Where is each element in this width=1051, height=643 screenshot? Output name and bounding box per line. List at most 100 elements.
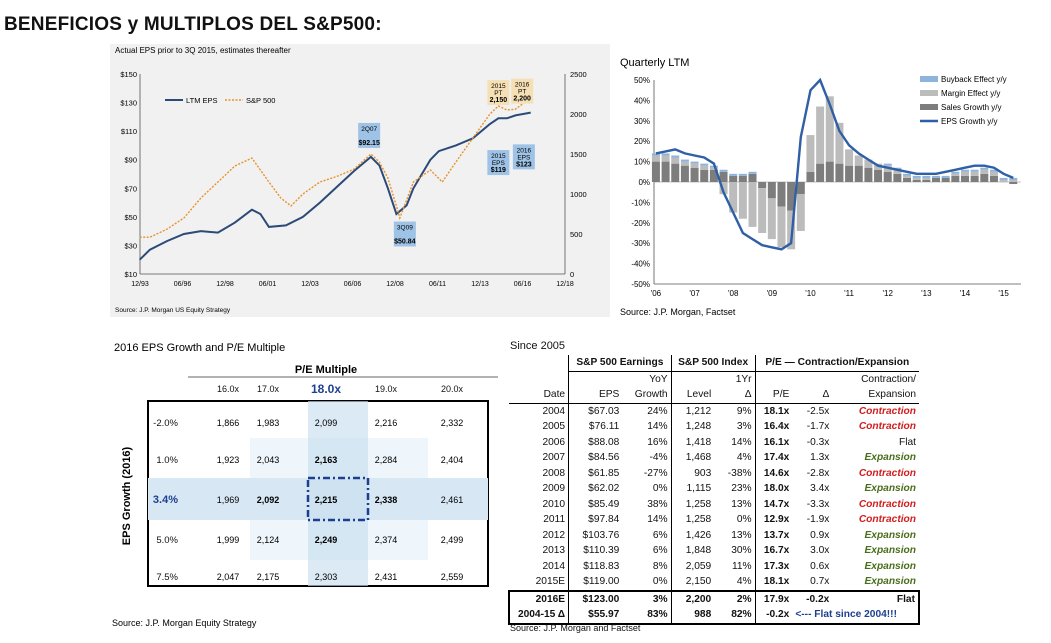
table-cell: 38% [647,498,668,510]
table-cell: 1,969 [217,495,240,505]
table-cell: 0.9x [810,529,830,541]
table-cell: 1,983 [257,418,280,428]
sales-bar [806,171,815,182]
column-header: Contraction/ [861,373,916,385]
sales-bar [951,175,960,182]
table-cell: 1,426 [670,527,715,543]
annotation-value: 2,150 [490,97,508,104]
buyback-bar [671,155,680,158]
sales-bar [864,167,873,182]
y-tick-label-left: $70 [124,184,137,193]
table-cell: $103.76 [568,527,623,543]
row-axis-label: EPS Growth (2016) [121,446,133,545]
table-cell: $84.56 [568,450,623,466]
column-header: 16.0x [217,384,240,394]
table-cell: 1,848 [670,543,715,559]
table-cell: -0.2x [806,593,830,605]
margin-bar [1009,179,1018,182]
annotation-box [393,221,416,247]
margin-bar [758,188,767,233]
table-cell: $110.39 [568,543,623,559]
table-cell: 83% [647,609,668,621]
sales-bar [777,182,786,207]
table-cell: 2011 [543,514,566,526]
chart-title: Actual EPS prior to 3Q 2015, estimates t… [115,46,291,55]
annotation-box [358,122,381,148]
group-header-row: S&P 500 Earnings S&P 500 Index P/E — Con… [509,355,919,372]
y-tick-label: 20% [634,137,650,146]
buyback-bar [941,175,950,178]
table-cell: 2,124 [257,535,280,545]
x-tick-label: 06/01 [259,281,277,288]
buyback-bar [738,173,747,176]
buyback-bar [700,163,709,166]
table-cell: 2,559 [441,572,464,582]
table-cell: 82% [731,609,752,621]
margin-bar [922,177,931,180]
legend-label: Sales Growth y/y [941,103,1001,112]
table-row: 2009 $62.02 0% 1,115 23% 18.0x 3.4x Expansion [509,481,919,497]
buyback-bar [729,173,738,176]
y-tick-label-left: $110 [121,127,137,136]
sales-bar [796,182,805,195]
margin-bar [671,157,680,164]
x-tick-label: '15 [998,289,1009,298]
table-cell: 2,374 [375,535,398,545]
table-cell: 4% [736,452,752,464]
legend-label: Buyback Effect y/y [941,75,1007,84]
quarterly-ltm-chart-panel: Quarterly LTM 50% 40% 30% 20% 10% 0% -10% -20% -… [614,54,1034,320]
margin-bar [748,182,757,227]
row-header: 1.0% [156,455,178,466]
chart-title: Quarterly LTM [620,57,689,69]
x-tick-label: 12/98 [216,281,234,288]
ltm-eps-line [138,111,531,261]
table-cell: 1,866 [217,418,240,428]
legend-label: Margin Effect y/y [941,89,1000,98]
page-title: BENEFICIOS y MULTIPLOS DEL S&P500: [4,14,382,35]
table-cell: 2015E [535,576,566,588]
table-cell: 1.3x [810,452,830,464]
table-cell: 6% [652,529,668,541]
table-cell: Expansion [864,545,916,557]
source-note: Source: J.P. Morgan, Factset [620,307,736,317]
sales-bar [922,179,931,182]
table-cell: 1,248 [670,419,715,435]
y-tick-label-right: 1000 [570,190,587,199]
eps-growth-line [655,77,1014,251]
y-tick-label-right: 2000 [570,110,587,119]
y-tick-label: 50% [634,76,650,85]
column-header: Level [670,387,715,403]
margin-bar [777,206,786,248]
table-cell: Expansion [864,483,916,495]
table-cell: 6% [652,545,668,557]
table-row: 2015E $119.00 0% 2,150 4% 18.1x 0.7x Expansion [509,574,919,591]
sales-bar [758,182,767,189]
sales-bar [748,173,757,182]
y-tick-label-left: $10 [124,270,137,279]
x-tick-label: '14 [960,289,971,298]
legend-swatch-buyback [920,76,938,82]
table-cell: Expansion [864,529,916,541]
table-cell: 16.4x [754,419,793,435]
table-cell: 2,215 [315,495,338,505]
row-header: 5.0% [156,535,178,546]
buyback-bar [661,153,670,156]
table-cell: 0.6x [810,560,830,572]
sales-bar [719,171,728,182]
table-cell: 0% [652,576,668,588]
table-cell: Contraction [858,405,916,417]
column-header: 17.0x [257,384,280,394]
table-cell: 2,059 [670,558,715,574]
table-cell: 2,099 [315,418,338,428]
table-cell: 13% [731,529,752,541]
table-cell: 2,303 [315,572,338,582]
table-cell: $97.84 [568,512,623,528]
annotation-value: $92.15 [358,140,380,147]
table-cell: 2,163 [315,455,338,465]
annotation-label: PT [518,89,526,96]
source-note: Source: J.P. Morgan US Equity Strategy [115,307,231,314]
table-cell: 17.4x [754,450,793,466]
source-note: Source: J.P. Morgan and Factset [510,623,641,633]
margin-bar [854,155,863,166]
sales-bar [729,175,738,182]
